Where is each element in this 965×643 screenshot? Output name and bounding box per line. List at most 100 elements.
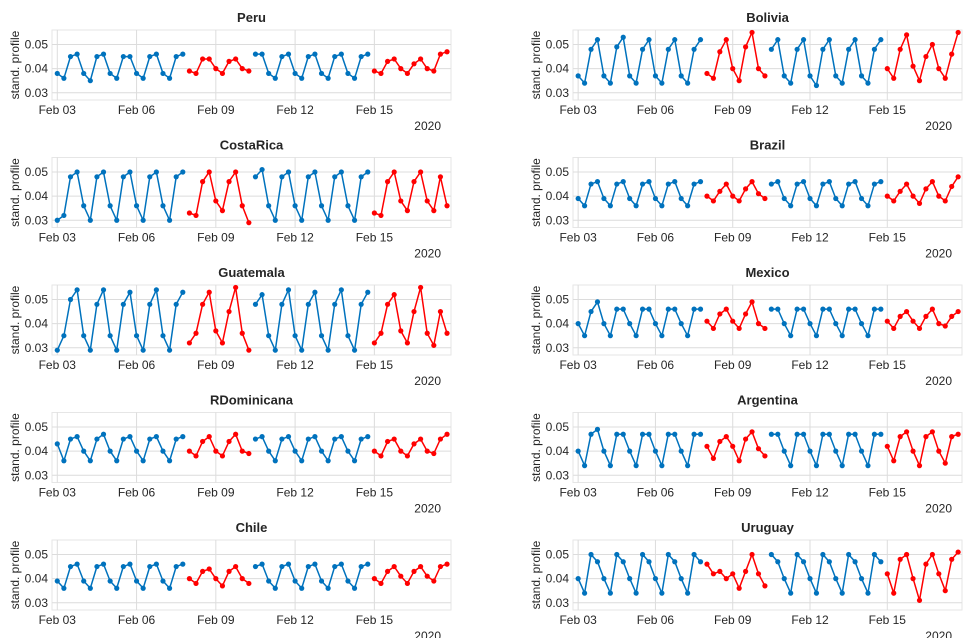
data-point bbox=[594, 559, 601, 565]
data-point bbox=[852, 559, 858, 565]
data-point bbox=[833, 576, 839, 582]
data-point bbox=[614, 44, 620, 50]
x-tick-label: Feb 06 bbox=[118, 231, 156, 245]
panel: 0.03 0.04 0.05 Feb 03 Feb 06 Feb 09 Feb 12 Feb … bbox=[8, 520, 452, 643]
year-label: 2020 bbox=[925, 502, 952, 516]
data-point bbox=[884, 318, 890, 324]
data-point bbox=[910, 63, 916, 69]
data-point bbox=[704, 193, 710, 199]
data-point bbox=[312, 561, 318, 567]
data-point bbox=[424, 448, 430, 454]
data-point bbox=[858, 195, 865, 202]
y-tick-label: 0.05 bbox=[25, 547, 49, 561]
data-point bbox=[942, 588, 948, 594]
data-point bbox=[94, 301, 100, 307]
data-point bbox=[299, 217, 305, 223]
data-point bbox=[292, 448, 298, 454]
data-point bbox=[575, 73, 581, 79]
data-point bbox=[723, 434, 729, 440]
data-point bbox=[852, 179, 858, 185]
y-axis-label: stand. profile bbox=[529, 30, 543, 99]
y-tick-label: 0.03 bbox=[546, 86, 570, 100]
data-point bbox=[652, 73, 659, 79]
data-point bbox=[884, 193, 890, 199]
data-point bbox=[365, 169, 371, 175]
data-point bbox=[338, 169, 344, 175]
data-point bbox=[878, 306, 884, 312]
data-point bbox=[813, 590, 820, 596]
data-point bbox=[646, 306, 652, 312]
data-point bbox=[114, 585, 120, 591]
data-point bbox=[942, 198, 948, 204]
data-point bbox=[292, 578, 298, 584]
plot-area bbox=[572, 412, 963, 483]
data-point bbox=[846, 181, 852, 187]
data-point bbox=[659, 463, 665, 469]
data-point bbox=[762, 583, 768, 589]
x-tick-label: Feb 03 bbox=[559, 358, 597, 372]
data-point bbox=[371, 210, 377, 216]
data-point bbox=[186, 340, 193, 346]
data-point bbox=[318, 70, 325, 77]
data-point bbox=[581, 203, 588, 209]
data-point bbox=[67, 53, 74, 60]
year-label: 2020 bbox=[414, 119, 441, 133]
data-point bbox=[794, 431, 800, 437]
data-point bbox=[891, 590, 897, 596]
panel: 0.03 0.04 0.05 Feb 03 Feb 06 Feb 09 Feb 12 Feb … bbox=[529, 138, 963, 261]
data-point bbox=[659, 80, 665, 86]
data-point bbox=[955, 549, 961, 555]
data-point bbox=[74, 287, 80, 293]
data-point bbox=[378, 453, 384, 459]
y-tick-label: 0.05 bbox=[25, 292, 49, 306]
data-point bbox=[233, 563, 239, 570]
data-point bbox=[730, 318, 736, 324]
data-point bbox=[54, 441, 60, 447]
y-axis-label: stand. profile bbox=[529, 285, 543, 354]
data-point bbox=[285, 51, 292, 57]
data-point bbox=[897, 188, 903, 194]
data-point bbox=[620, 34, 626, 40]
data-point bbox=[252, 563, 259, 570]
data-point bbox=[717, 568, 723, 574]
y-tick-label: 0.05 bbox=[25, 37, 49, 51]
data-point bbox=[723, 37, 729, 43]
panel-title: Bolivia bbox=[746, 10, 789, 25]
data-point bbox=[411, 441, 417, 447]
data-point bbox=[923, 561, 929, 567]
panel-title: RDominicana bbox=[210, 393, 294, 408]
x-tick-label: Feb 15 bbox=[356, 613, 394, 627]
data-point bbox=[193, 453, 199, 459]
series-line bbox=[706, 430, 766, 463]
data-point bbox=[614, 181, 620, 187]
data-point bbox=[404, 208, 411, 214]
data-point bbox=[358, 53, 364, 60]
data-point bbox=[418, 284, 424, 291]
data-point bbox=[839, 333, 845, 339]
data-point bbox=[581, 333, 588, 339]
data-point bbox=[213, 66, 219, 72]
y-tick-label: 0.04 bbox=[25, 572, 49, 586]
data-point bbox=[646, 559, 652, 565]
data-point bbox=[272, 458, 278, 464]
data-point bbox=[749, 429, 755, 435]
data-point bbox=[431, 208, 437, 214]
data-point bbox=[717, 438, 723, 445]
data-point bbox=[942, 323, 948, 329]
data-point bbox=[318, 578, 325, 584]
data-point bbox=[358, 563, 364, 570]
y-tick-label: 0.03 bbox=[546, 596, 570, 610]
data-point bbox=[431, 578, 437, 584]
x-tick-label: Feb 09 bbox=[714, 486, 752, 500]
y-tick-label: 0.04 bbox=[25, 62, 49, 76]
data-point bbox=[384, 301, 391, 307]
data-point bbox=[404, 453, 411, 459]
x-tick-label: Feb 09 bbox=[714, 231, 752, 245]
data-point bbox=[100, 169, 107, 175]
data-point bbox=[768, 306, 774, 312]
data-point bbox=[813, 333, 820, 339]
x-tick-label: Feb 12 bbox=[791, 486, 829, 500]
data-point bbox=[665, 181, 671, 187]
data-point bbox=[371, 68, 377, 74]
x-tick-label: Feb 12 bbox=[791, 613, 829, 627]
